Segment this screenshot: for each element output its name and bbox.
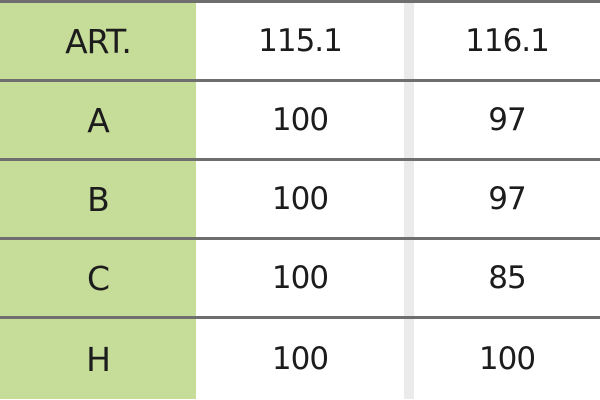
table-row: H 100 100 (0, 317, 600, 399)
table-cell: 100 (196, 238, 404, 319)
table-cell: 85 (414, 238, 600, 319)
column-header: 116.1 (414, 1, 600, 82)
row-label: A (0, 80, 196, 161)
column-separator (404, 80, 414, 161)
header-label: ART. (0, 1, 196, 82)
column-header: 115.1 (196, 1, 404, 82)
column-separator (404, 238, 414, 319)
row-label: H (0, 317, 196, 399)
header-row: ART. 115.1 116.1 (0, 1, 600, 82)
table-cell: 100 (196, 159, 404, 240)
row-label: C (0, 238, 196, 319)
table-row: A 100 97 (0, 80, 600, 161)
table-cell: 100 (478, 341, 536, 377)
column-separator (404, 1, 414, 82)
table-cell: 97 (414, 159, 600, 240)
table-row: B 100 97 (0, 159, 600, 240)
table-cell: 100 (196, 80, 404, 161)
column-separator (404, 159, 414, 240)
row-label: B (0, 159, 196, 240)
column-separator (404, 317, 414, 399)
table-cell: 97 (414, 80, 600, 161)
table-row: C 100 85 (0, 238, 600, 319)
table-cell: 100 (271, 341, 329, 377)
